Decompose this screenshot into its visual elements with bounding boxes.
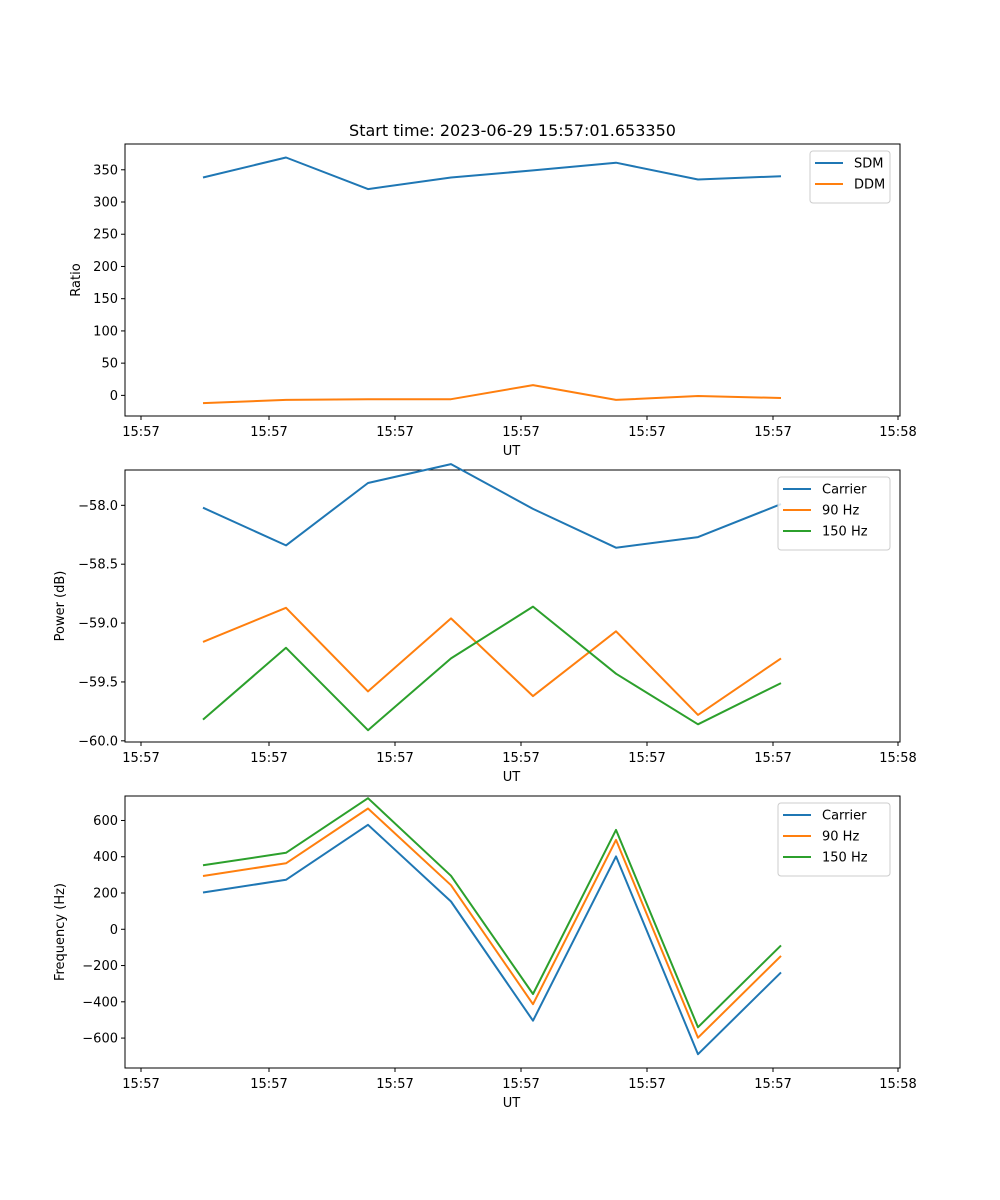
y-tick-label: 100 — [93, 324, 118, 339]
legend-label: SDM — [854, 157, 883, 172]
plot-frame — [124, 143, 901, 417]
x-tick-label: 15:57 — [376, 425, 413, 440]
x-tick-label: 15:57 — [628, 751, 665, 766]
x-tick-label: 15:57 — [754, 1077, 791, 1092]
y-tick-label: −58.5 — [78, 558, 118, 573]
y-tick-label: 400 — [93, 850, 118, 865]
plot-frame — [124, 795, 901, 1069]
y-axis-label: Ratio — [69, 263, 84, 296]
x-tick-label: 15:57 — [122, 1077, 159, 1092]
x-tick-label: 15:57 — [502, 425, 539, 440]
y-tick-label: 200 — [93, 260, 118, 275]
series-line-150-hz — [202, 605, 782, 732]
legend-label: 90 Hz — [822, 504, 859, 519]
x-tick-label: 15:57 — [628, 425, 665, 440]
series-line-carrier — [202, 823, 782, 1056]
x-tick-label: 15:58 — [879, 751, 916, 766]
series-line-ddm — [202, 384, 782, 405]
y-tick-label: 0 — [110, 923, 118, 938]
subplot-2: −60.0 −59.5 −59.0 −58.5 −58.0 15:57 15:57 15:57… — [53, 463, 917, 785]
x-tick-label: 15:57 — [376, 751, 413, 766]
y-tick-label: −60.0 — [78, 734, 118, 749]
y-tick-label: −400 — [82, 995, 118, 1010]
y-tick-label: 600 — [93, 814, 118, 829]
y-tick-label: −200 — [82, 959, 118, 974]
x-tick-label: 15:57 — [754, 751, 791, 766]
y-tick-label: −59.0 — [78, 617, 118, 632]
x-tick-label: 15:57 — [754, 425, 791, 440]
legend: Carrier 90 Hz 150 Hz — [777, 476, 891, 551]
x-tick-label: 15:57 — [502, 1077, 539, 1092]
legend-label: 90 Hz — [822, 830, 859, 845]
x-axis-label: UT — [503, 1096, 521, 1111]
x-tick-label: 15:58 — [879, 425, 916, 440]
x-tick-label: 15:57 — [122, 751, 159, 766]
legend-label: Carrier — [822, 483, 867, 498]
y-tick-label: 250 — [93, 228, 118, 243]
x-tick-label: 15:57 — [250, 751, 287, 766]
y-axis-label: Frequency (Hz) — [53, 883, 68, 981]
legend: Carrier 90 Hz 150 Hz — [777, 802, 891, 877]
y-tick-label: −600 — [82, 1032, 118, 1047]
x-axis-label: UT — [503, 444, 521, 459]
y-tick-label: 350 — [93, 163, 118, 178]
y-tick-label: −58.0 — [78, 499, 118, 514]
y-tick-label: 300 — [93, 196, 118, 211]
series-line-carrier — [202, 463, 782, 549]
y-tick-label: 150 — [93, 292, 118, 307]
x-tick-label: 15:58 — [879, 1077, 916, 1092]
legend: SDM DDM — [809, 150, 891, 204]
series-line-sdm — [202, 156, 782, 191]
legend-label: 150 Hz — [822, 525, 868, 540]
x-axis-label: UT — [503, 770, 521, 785]
x-tick-label: 15:57 — [122, 425, 159, 440]
x-tick-label: 15:57 — [376, 1077, 413, 1092]
subplot-3: −600 −400 −200 0 200 400 600 15:57 15:57 15:57 15:… — [53, 795, 917, 1111]
x-tick-label: 15:57 — [250, 1077, 287, 1092]
y-tick-label: 0 — [110, 389, 118, 404]
plot-frame — [124, 469, 901, 743]
legend-label: 150 Hz — [822, 851, 868, 866]
y-tick-label: 50 — [101, 357, 118, 372]
x-tick-label: 15:57 — [502, 751, 539, 766]
legend-label: DDM — [854, 178, 885, 193]
legend-label: Carrier — [822, 809, 867, 824]
x-tick-label: 15:57 — [628, 1077, 665, 1092]
y-axis-label: Power (dB) — [53, 571, 68, 642]
y-tick-label: 200 — [93, 887, 118, 902]
series-line-90-hz — [202, 807, 782, 1039]
subplot-1: 0 50 100 150 200 250 300 350 15:57 15:57 15:57 15:5… — [69, 121, 917, 459]
series-line-150-hz — [202, 797, 782, 1029]
chart-title: Start time: 2023-06-29 15:57:01.653350 — [349, 121, 676, 140]
series-line-90-hz — [202, 606, 782, 716]
x-tick-label: 15:57 — [250, 425, 287, 440]
y-tick-label: −59.5 — [78, 675, 118, 690]
